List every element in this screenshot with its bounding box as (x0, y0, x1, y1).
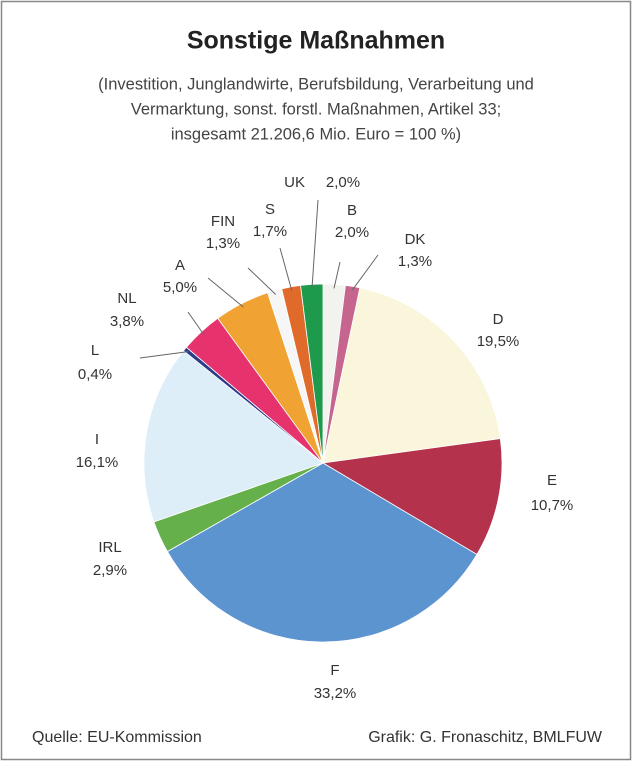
subtitle: insgesamt 21.206,6 Mio. Euro = 100 %) (171, 125, 461, 143)
slice-value-label: 1,3% (206, 235, 240, 252)
leader-line (279, 247, 293, 291)
slice-label: A (175, 257, 185, 274)
slice-value-label: 19,5% (477, 333, 520, 350)
slice-value-label: 3,8% (110, 313, 144, 330)
slice-label: IRL (98, 539, 121, 556)
slice-label: NL (117, 290, 136, 307)
slice-label: I (95, 431, 99, 448)
slice-label: F (330, 662, 339, 679)
slice-value-label: 2,0% (326, 174, 360, 191)
slice-label: B (347, 202, 357, 219)
pie-slice (300, 283, 324, 464)
slice-label: UK (284, 174, 305, 191)
slice-value-label: 1,3% (398, 253, 432, 270)
slice-value-label: 33,2% (314, 685, 357, 702)
leader-line (207, 277, 244, 308)
slice-label: FIN (211, 213, 235, 230)
slice-label: S (265, 201, 275, 218)
subtitle: (Investition, Junglandwirte, Berufsbildu… (98, 75, 534, 93)
leader-line (187, 311, 205, 336)
slice-value-label: 16,1% (76, 454, 119, 471)
leader-line (351, 254, 379, 291)
source: Quelle: EU-Kommission (32, 729, 202, 746)
subtitle: Vermarktung, sonst. forstl. Maßnahmen, A… (131, 100, 502, 118)
slice-value-label: 0,4% (78, 366, 112, 383)
slice-label: DK (405, 231, 426, 248)
leader-line (247, 267, 277, 295)
pie-slice (322, 287, 501, 464)
chart-title: Sonstige Maßnahmen (187, 27, 445, 55)
leader-line (139, 351, 189, 359)
pie-slice (143, 350, 324, 523)
slice-label: D (493, 311, 504, 328)
pie-slice (321, 438, 503, 555)
slice-value-label: 1,7% (253, 223, 287, 240)
leader-line (333, 261, 341, 289)
slice-value-label: 2,9% (93, 562, 127, 579)
credit: Grafik: G. Fronaschitz, BMLFUW (368, 729, 603, 746)
slice-label: L (91, 342, 99, 359)
slice-label: E (547, 472, 557, 489)
leader-line (311, 199, 319, 289)
slice-value-label: 5,0% (163, 279, 197, 296)
slice-value-label: 2,0% (335, 224, 369, 241)
slice-value-label: 10,7% (531, 497, 574, 514)
